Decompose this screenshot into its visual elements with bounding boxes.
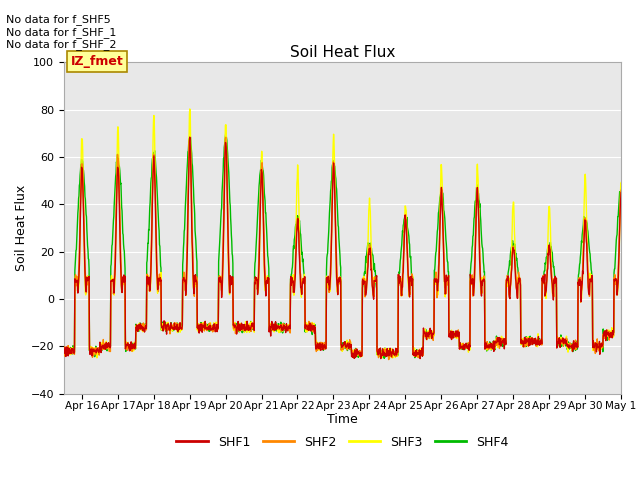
Legend: SHF1, SHF2, SHF3, SHF4: SHF1, SHF2, SHF3, SHF4 bbox=[172, 431, 513, 454]
Title: Soil Heat Flux: Soil Heat Flux bbox=[290, 45, 395, 60]
Text: IZ_fmet: IZ_fmet bbox=[71, 55, 124, 68]
Text: No data for f_SHF5
No data for f_SHF_1
No data for f_SHF_2: No data for f_SHF5 No data for f_SHF_1 N… bbox=[6, 14, 117, 50]
X-axis label: Time: Time bbox=[327, 413, 358, 426]
Y-axis label: Soil Heat Flux: Soil Heat Flux bbox=[15, 185, 28, 271]
